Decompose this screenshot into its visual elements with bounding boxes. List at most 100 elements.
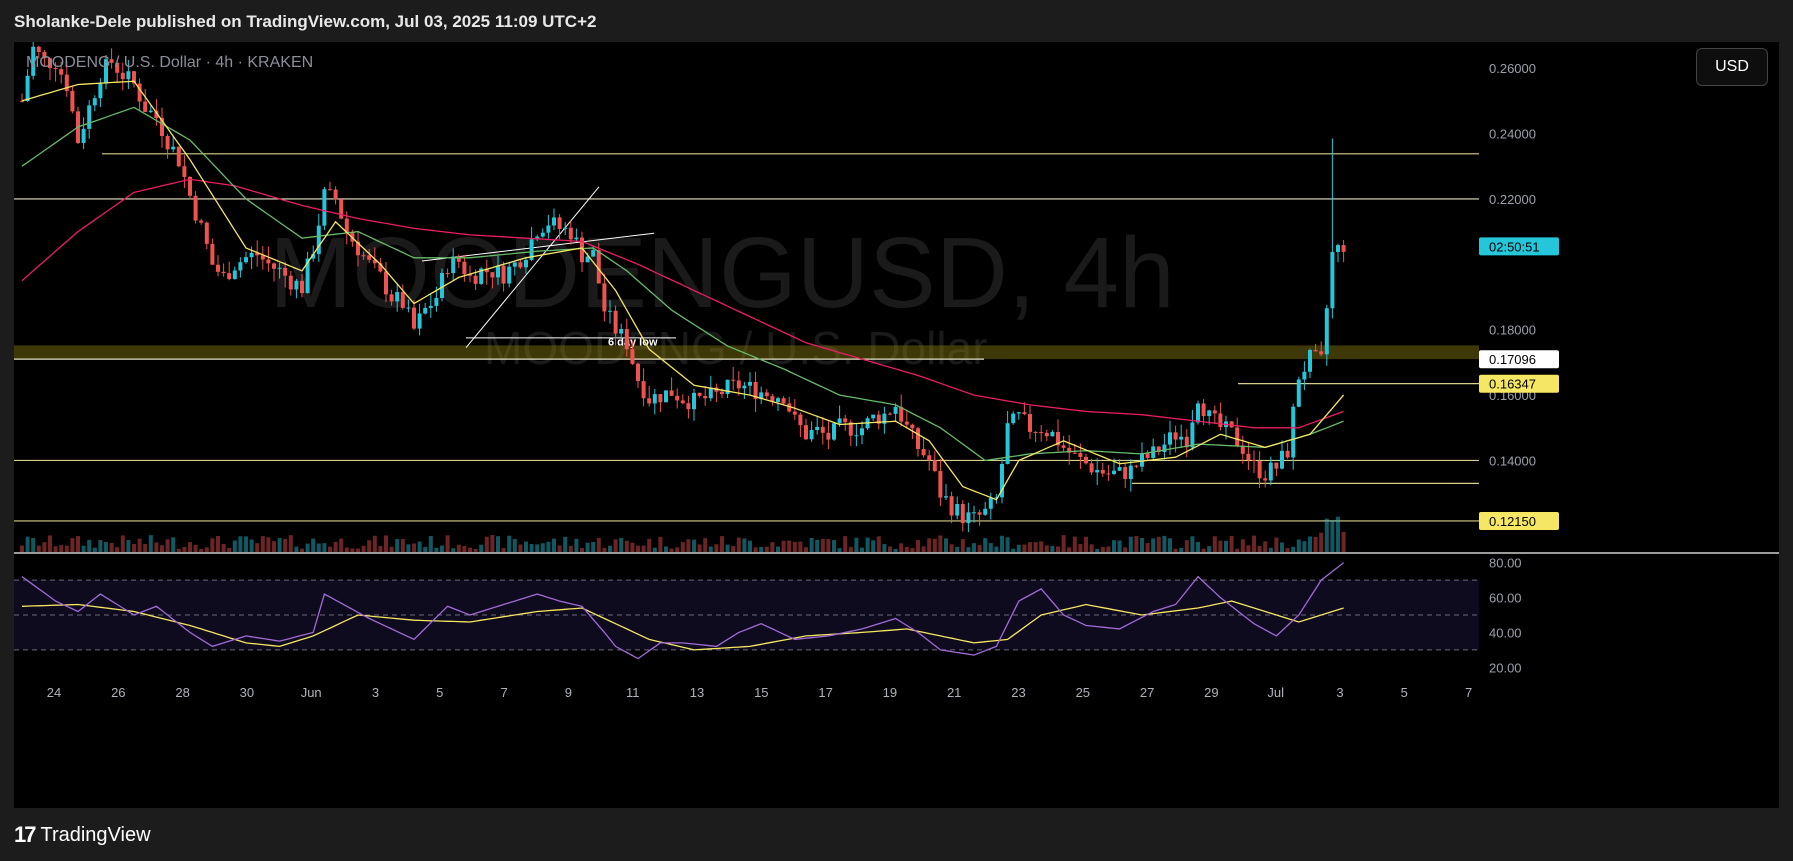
tradingview-logo[interactable]: 17 TradingView (14, 822, 151, 848)
volume-bar (507, 535, 512, 552)
ema-mid-line (21, 106, 1344, 462)
candle-body (25, 75, 30, 102)
volume-bar (76, 536, 80, 552)
volume-bar (512, 539, 517, 552)
date-axis-tick: 28 (175, 685, 189, 700)
candle-body (1274, 462, 1279, 469)
volume-bar (434, 547, 439, 552)
candle-body (725, 379, 730, 395)
volume-bar (132, 543, 136, 552)
symbol-legend[interactable]: MOODENG / U.S. Dollar · 4h · KRAKEN (26, 54, 314, 71)
candle-body (1257, 460, 1262, 479)
candle-body (792, 411, 797, 415)
volume-bar (1330, 520, 1335, 552)
candle-body (406, 307, 411, 309)
volume-bar (686, 539, 691, 552)
price-badge-label: 0.17096 (1489, 352, 1536, 367)
volume-bar (1011, 548, 1016, 552)
volume-bar (176, 548, 181, 552)
volume-bar (624, 540, 629, 552)
volume-bar (1033, 542, 1038, 552)
volume-bar (428, 536, 433, 552)
candle-body (518, 262, 523, 268)
volume-bar (406, 544, 411, 552)
volume-bar (1207, 546, 1212, 552)
candle-body (619, 329, 624, 334)
volume-bar (238, 536, 243, 552)
candle-body (249, 252, 254, 258)
candle-body (1117, 467, 1122, 471)
candle-body (440, 273, 444, 298)
candle-body (165, 135, 170, 150)
candle-body (42, 51, 47, 59)
candle-body (1011, 413, 1016, 424)
candle-body (473, 275, 478, 284)
candle-body (1084, 456, 1088, 464)
candle-body (400, 292, 405, 308)
volume-bar (109, 542, 114, 552)
candle-body (484, 268, 489, 273)
volume-bar (344, 547, 349, 552)
date-axis-tick: Jul (1267, 685, 1284, 700)
date-axis-tick: 11 (626, 685, 640, 700)
candle-body (1280, 450, 1284, 469)
volume-bar (776, 546, 780, 552)
volume-bar (529, 544, 534, 552)
candle-body (428, 305, 433, 308)
candle-body (126, 71, 131, 80)
candle-body (316, 225, 321, 255)
volume-bar (1319, 532, 1324, 552)
candle-body (479, 268, 484, 284)
candle-body (154, 110, 159, 119)
candle-body (48, 58, 52, 68)
candle-body (490, 272, 495, 278)
candle-body (199, 220, 204, 223)
candle-body (1252, 460, 1256, 462)
candle-body (1302, 371, 1307, 380)
date-axis-tick: 15 (754, 685, 768, 700)
candle-body (1123, 467, 1128, 480)
candle-body (20, 100, 24, 102)
date-axis-tick: 21 (947, 685, 961, 700)
volume-bar (602, 547, 607, 552)
volume-bar (580, 548, 584, 552)
date-axis-tick: Jun (301, 685, 322, 700)
volume-bar (636, 545, 640, 552)
volume-bar (1179, 547, 1184, 552)
volume-bar (972, 543, 976, 552)
volume-bar (283, 538, 288, 552)
volume-bar (1257, 545, 1262, 552)
candle-body (938, 471, 943, 498)
volume-bar (882, 544, 887, 552)
volume-bar (731, 546, 736, 552)
volume-bar (1291, 546, 1296, 552)
volume-bar (1173, 548, 1178, 552)
volume-bar (664, 546, 668, 552)
candle-body (529, 239, 534, 260)
volume-bar (165, 539, 170, 552)
volume-bar (1201, 548, 1206, 552)
candle-body (1061, 445, 1066, 448)
candle-body (333, 189, 338, 200)
candle-body (647, 398, 652, 404)
currency-button[interactable]: USD (1696, 48, 1768, 86)
candle-body (1134, 465, 1139, 467)
volume-bar (445, 535, 450, 552)
volume-bar (160, 545, 164, 552)
date-axis-tick: 9 (565, 685, 572, 700)
candle-body (854, 435, 859, 437)
volume-bar (120, 535, 125, 552)
volume-bar (848, 547, 853, 552)
candle-body (445, 273, 450, 275)
candle-body (1179, 436, 1184, 440)
volume-bar (412, 543, 416, 552)
candle-body (832, 423, 836, 440)
candle-body (1263, 478, 1268, 481)
price-axis-tick: 0.14000 (1489, 453, 1536, 468)
volume-bar (199, 548, 204, 552)
volume-bar (1084, 536, 1088, 552)
volume-bar (333, 541, 338, 552)
candle-body (1341, 245, 1346, 252)
